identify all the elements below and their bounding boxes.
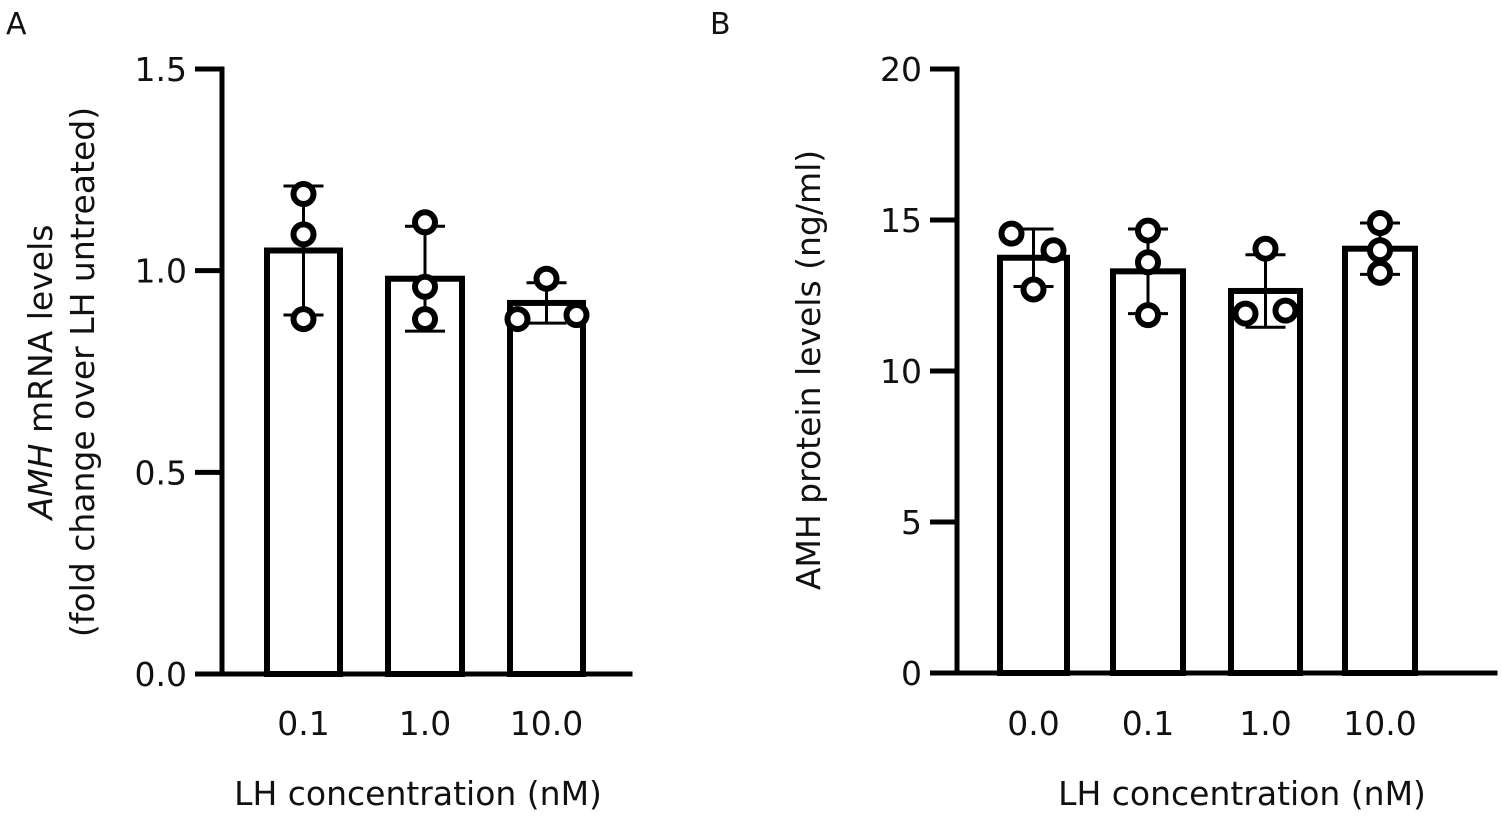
data-point <box>1272 297 1299 324</box>
data-point <box>1367 259 1393 286</box>
data-point <box>504 306 531 333</box>
bar-0.1 <box>1110 268 1186 676</box>
data-point <box>1367 210 1393 237</box>
data-point <box>412 209 438 236</box>
data-point <box>1135 217 1161 244</box>
bar-1.0 <box>1228 287 1303 676</box>
x-tick-label: 10.0 <box>1343 704 1416 743</box>
y-tick-label: 15 <box>880 201 922 240</box>
x-tick-label: 0.0 <box>1007 704 1059 743</box>
y-axis-title-a-rest: mRNA levels <box>21 225 60 444</box>
panel-a: A AMH mRNA levels (fold change over LH u… <box>6 7 633 813</box>
data-point <box>290 221 317 248</box>
bar-0.0 <box>997 254 1070 676</box>
y-axis-title-b: AMH protein levels (ng/ml) <box>789 150 828 590</box>
axes-a: 0.0 0.5 1.0 1.5 0.1 1.0 10.0 <box>135 50 633 743</box>
x-axis-title-b: LH concentration (nM) <box>1058 774 1426 813</box>
x-tick-label: 1.0 <box>399 704 451 743</box>
data-point <box>998 220 1025 247</box>
bar-1.0 <box>385 275 465 677</box>
data-point <box>412 306 438 333</box>
y-tick-label: 20 <box>880 50 922 89</box>
y-tick-label: 0.5 <box>135 453 187 492</box>
data-point <box>1232 300 1259 327</box>
data-point <box>1020 276 1047 303</box>
y-tick-label: 1.5 <box>135 50 187 89</box>
y-tick-label: 0.0 <box>135 655 187 694</box>
y-tick-label: 1.0 <box>135 252 187 291</box>
data-point <box>1252 235 1279 262</box>
data-point <box>1135 302 1161 329</box>
x-axis-title-a: LH concentration (nM) <box>234 774 602 813</box>
x-tick-label: 1.0 <box>1239 704 1291 743</box>
panel-label-b: B <box>710 7 731 42</box>
x-tick-label: 0.1 <box>277 704 329 743</box>
panel-b: B AMH protein levels (ng/ml) 0 5 10 15 20 0.0… <box>710 7 1498 813</box>
data-point <box>1135 249 1161 276</box>
data-point <box>1367 237 1393 264</box>
data-point <box>533 265 560 292</box>
x-tick-label: 10.0 <box>510 704 583 743</box>
data-point <box>412 273 438 300</box>
y-tick-label: 0 <box>901 654 922 693</box>
data-point <box>563 302 590 329</box>
y-tick-label: 10 <box>880 352 922 391</box>
y-tick-label: 5 <box>901 503 922 542</box>
y-axis-title-a-line2: (fold change over LH untreated) <box>63 107 102 637</box>
data-point <box>290 306 317 333</box>
y-axis-title-a-line1: AMH mRNA levels <box>21 225 60 522</box>
data-point <box>290 181 317 208</box>
x-tick-label: 0.1 <box>1122 704 1174 743</box>
bar-10.0 <box>1342 245 1418 676</box>
y-axis-title-a: AMH mRNA levels (fold change over LH unt… <box>21 107 102 637</box>
data-point <box>1040 237 1067 264</box>
axes-b: 0 5 10 15 20 0.0 0.1 1.0 10.0 <box>880 50 1498 743</box>
y-axis-title-b-text: AMH protein levels (ng/ml) <box>789 150 828 590</box>
panel-label-a: A <box>6 7 27 42</box>
y-axis-title-a-italic: AMH <box>21 444 60 522</box>
bar-10.0 <box>507 299 586 677</box>
